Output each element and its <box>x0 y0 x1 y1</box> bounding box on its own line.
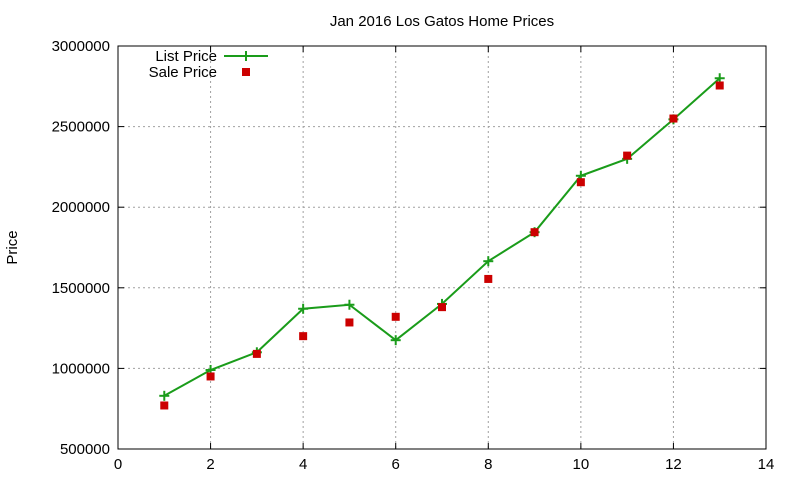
x-tick-label: 8 <box>484 456 492 473</box>
chart-title: Jan 2016 Los Gatos Home Prices <box>330 13 554 30</box>
plot-frame <box>117 45 767 450</box>
series-list-price <box>159 73 725 401</box>
sale-price-point <box>438 303 446 312</box>
sale-price-point <box>530 228 539 237</box>
legend-label: Sale Price <box>149 64 217 81</box>
legend-swatch-marker <box>241 51 251 61</box>
list-price-point <box>159 390 170 401</box>
sale-price-point <box>715 81 724 90</box>
x-tick-label: 4 <box>299 456 307 473</box>
sale-price-point <box>576 178 585 187</box>
y-tick-label: 500000 <box>60 441 110 458</box>
sale-price-point <box>345 318 354 327</box>
list-price-point <box>390 335 401 346</box>
list-price-point <box>344 299 355 310</box>
sale-price-point <box>206 372 215 381</box>
y-tick-label: 1000000 <box>52 360 110 377</box>
y-tick-label: 2000000 <box>52 199 110 216</box>
series <box>159 73 725 410</box>
x-tick-label: 2 <box>206 456 214 473</box>
axis-ticks: 0 2 4 6 8 10 12 14 500000 1000000 1500000 2000000 25… <box>52 38 775 473</box>
y-tick-label: 2500000 <box>52 119 110 136</box>
x-tick-label: 12 <box>665 456 682 473</box>
grid <box>118 46 766 449</box>
legend-label: List Price <box>155 48 217 65</box>
sale-price-point <box>299 332 308 341</box>
y-tick-label: 3000000 <box>52 38 110 55</box>
x-tick-label: 10 <box>573 456 590 473</box>
sale-price-point <box>623 151 632 160</box>
sale-price-point <box>160 401 169 410</box>
y-tick-label: 1500000 <box>52 280 110 297</box>
sale-price-point <box>391 312 400 321</box>
sale-price-point <box>252 349 261 358</box>
x-tick-label: 0 <box>114 456 122 473</box>
series-sale-price <box>160 81 724 410</box>
x-tick-label: 6 <box>392 456 400 473</box>
list-price-point <box>298 303 309 314</box>
x-tick-label: 14 <box>758 456 775 473</box>
list-price-line <box>163 77 721 397</box>
sale-price-point <box>669 114 678 123</box>
sale-price-point <box>484 274 493 283</box>
legend-swatch-marker <box>242 68 250 76</box>
y-axis-label: Price <box>4 230 21 264</box>
list-price-point <box>483 256 494 267</box>
